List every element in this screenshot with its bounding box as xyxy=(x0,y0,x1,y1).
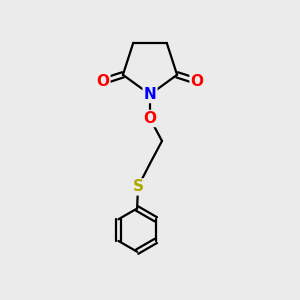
Text: O: O xyxy=(190,74,204,89)
Text: O: O xyxy=(96,74,110,89)
Text: O: O xyxy=(143,111,157,126)
Text: N: N xyxy=(144,87,156,102)
Text: S: S xyxy=(133,179,143,194)
